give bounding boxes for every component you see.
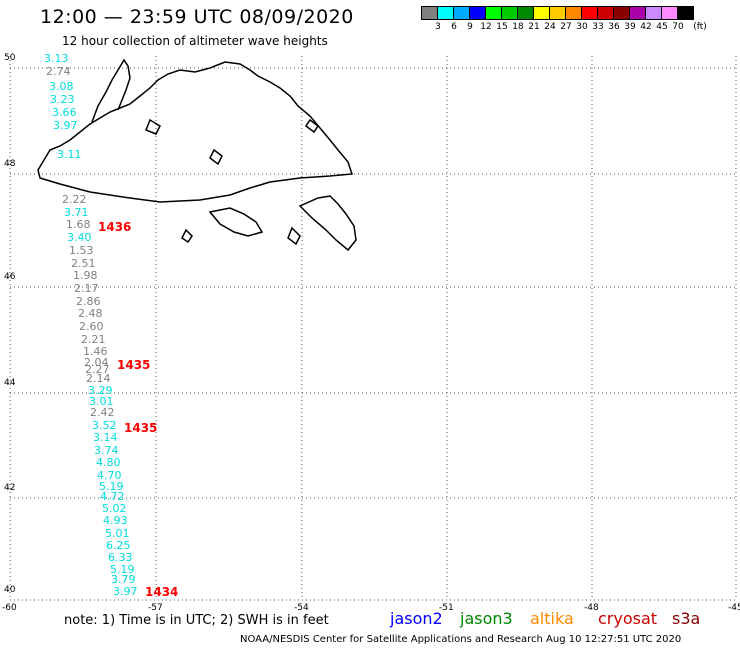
scale-label: 39 [624, 22, 636, 32]
wave-height-value: 2.27 [85, 363, 110, 376]
lon-label: -51 [439, 603, 454, 613]
wave-height-value: 5.01 [105, 527, 130, 540]
wave-height-value: 5.02 [102, 502, 127, 515]
coastline [37, 58, 357, 252]
wave-height-value: 2.04 [84, 356, 109, 369]
wave-height-value: 3.40 [67, 231, 92, 244]
time-label: 1436 [98, 220, 131, 234]
scale-swatch [677, 6, 694, 20]
lat-label: 48 [4, 159, 16, 169]
lat-label: 44 [4, 378, 16, 388]
wave-height-value: 4.80 [96, 456, 121, 469]
scale-unit: (ft) [693, 22, 707, 32]
wave-height-value: 6.25 [106, 539, 131, 552]
wave-height-value: 3.29 [88, 384, 113, 397]
lon-label: -60 [2, 603, 17, 613]
scale-label: 33 [592, 22, 604, 32]
wave-height-value: 1.46 [83, 345, 108, 358]
axis-labels: 50 48 46 44 42 40 -60 -57 -54 -51 -48 -45 [2, 53, 740, 613]
burin-peninsula [208, 207, 264, 237]
time-label: 1434 [145, 585, 178, 599]
page-subtitle: 12 hour collection of altimeter wave hei… [62, 34, 328, 48]
page-title: 12:00 — 23:59 UTC 08/09/2020 [40, 6, 354, 28]
wave-height-value: 1.98 [73, 269, 98, 282]
scale-label: 30 [576, 22, 588, 32]
wave-height-value: 3.23 [50, 93, 75, 106]
scale-label: 36 [608, 22, 620, 32]
time-label: 1435 [124, 421, 157, 435]
wave-height-value: 3.13 [44, 52, 69, 65]
wave-height-value: 3.71 [64, 206, 89, 219]
wave-height-value: 2.48 [78, 307, 103, 320]
wave-height-value: 2.14 [86, 372, 111, 385]
wave-height-value: 3.97 [113, 585, 138, 598]
scale-label: 27 [560, 22, 572, 32]
wave-track: 3.132.743.083.233.663.973.112.223.711.68… [44, 52, 138, 598]
wave-height-value: 2.22 [62, 193, 87, 206]
wave-height-value: 6.33 [108, 551, 133, 564]
newfoundland-coast [37, 61, 354, 203]
scale-label: 18 [512, 22, 524, 32]
satellite-cryosat: cryosat [598, 609, 658, 628]
wave-height-value: 1.68 [66, 218, 91, 231]
wave-height-value: 4.93 [103, 514, 128, 527]
scale-label: 70 [672, 22, 684, 32]
wave-height-value: 2.17 [74, 282, 99, 295]
time-labels: 1436 1435 1435 1434 [98, 220, 178, 599]
time-label: 1435 [117, 358, 150, 372]
scale-label: 45 [656, 22, 668, 32]
wave-height-value: 3.74 [94, 444, 119, 457]
wave-height-value: 3.08 [49, 80, 74, 93]
wave-height-value: 3.14 [93, 431, 118, 444]
avalon-peninsula [298, 195, 357, 252]
satellite-s3a: s3a [672, 609, 701, 628]
wave-height-value: 2.42 [90, 406, 115, 419]
credit-text: NOAA/NESDIS Center for Satellite Applica… [240, 634, 682, 645]
note-text: note: 1) Time is in UTC; 2) SWH is in fe… [64, 613, 329, 628]
scale-label: 21 [528, 22, 540, 32]
lon-label: -45 [728, 603, 740, 613]
satellite-jason2: jason2 [390, 609, 443, 628]
wave-height-value: 4.72 [100, 490, 125, 503]
wave-height-value: 2.60 [79, 320, 104, 333]
color-scale [421, 6, 694, 20]
lon-label: -48 [584, 603, 599, 613]
wave-height-value: 3.01 [89, 395, 114, 408]
wave-height-value: 5.19 [99, 480, 124, 493]
wave-height-value: 1.53 [69, 244, 94, 257]
wave-height-value: 4.70 [97, 469, 122, 482]
scale-label: 12 [480, 22, 492, 32]
lon-label: -54 [294, 603, 309, 613]
satellite-jason3: jason3 [460, 609, 513, 628]
wave-height-value: 3.97 [53, 119, 78, 132]
wave-height-value: 2.74 [46, 65, 71, 78]
scale-label: 24 [544, 22, 556, 32]
wave-height-value: 2.86 [76, 295, 101, 308]
lon-label: -57 [148, 603, 163, 613]
scale-label: 42 [640, 22, 652, 32]
wave-height-value: 2.51 [71, 257, 96, 270]
lat-label: 46 [4, 272, 16, 282]
lat-label: 40 [4, 585, 16, 595]
scale-label: 3 [435, 22, 441, 32]
wave-height-value: 2.21 [81, 333, 106, 346]
wave-height-value: 3.11 [57, 148, 82, 161]
scale-label: 15 [496, 22, 508, 32]
wave-height-value: 5.19 [110, 563, 135, 576]
grid [9, 56, 737, 601]
wave-height-value: 3.52 [92, 419, 117, 432]
scale-label: 6 [451, 22, 457, 32]
satellite-altika: altika [530, 609, 574, 628]
northern-peninsula [91, 58, 131, 123]
wave-height-value: 3.79 [111, 573, 136, 586]
wave-height-value: 3.66 [52, 106, 77, 119]
lat-label: 50 [4, 53, 16, 63]
scale-label: 9 [467, 22, 473, 32]
lat-label: 42 [4, 483, 15, 493]
